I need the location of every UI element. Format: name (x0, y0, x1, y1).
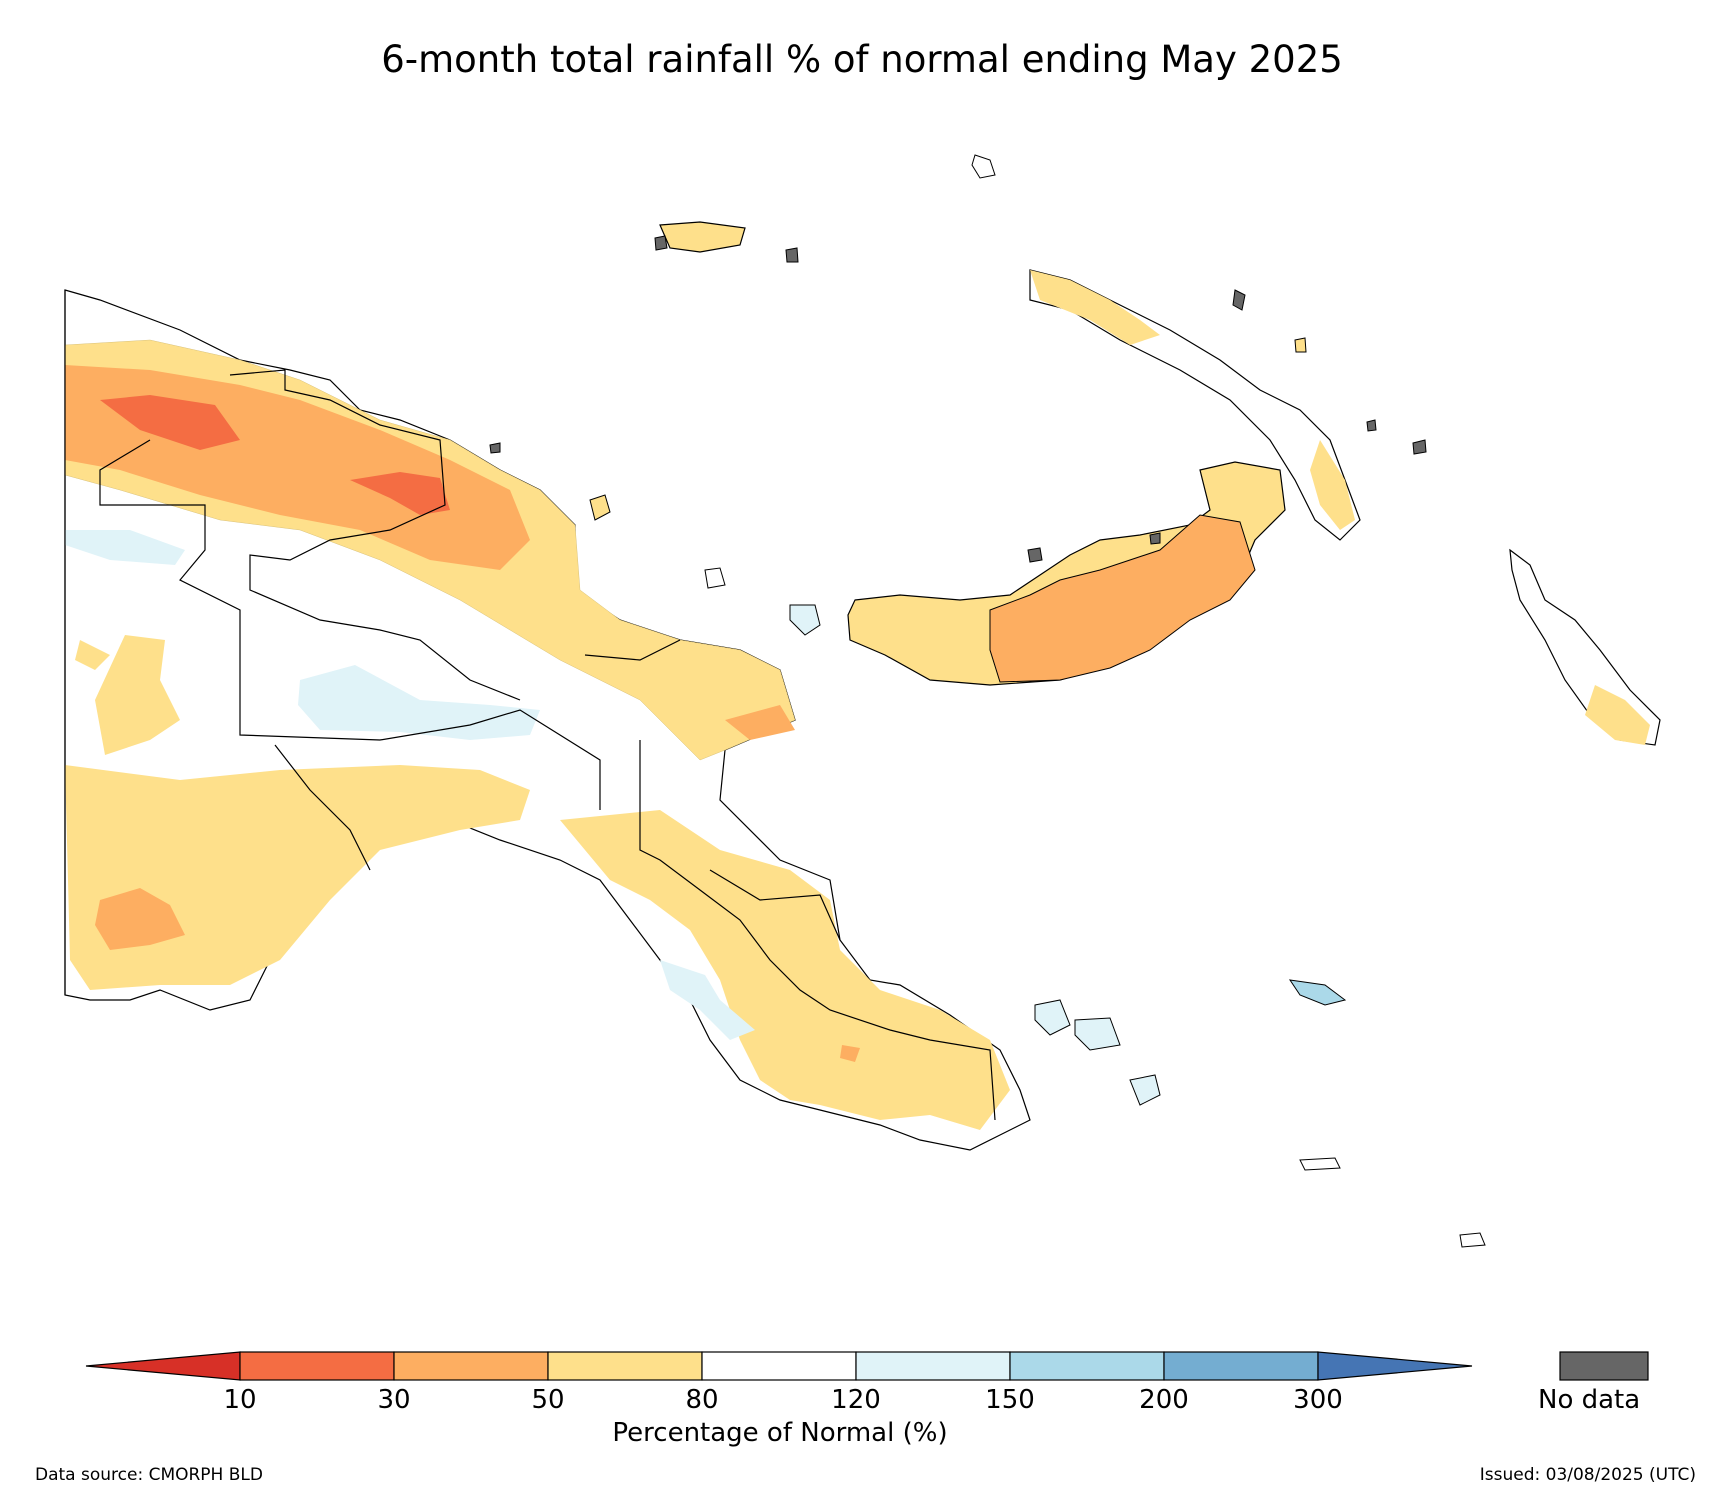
nodata-island-f (1149, 532, 1161, 545)
province-boundaries (99, 369, 996, 1121)
misima-island (1299, 1157, 1341, 1171)
rossel-island (1459, 1232, 1486, 1248)
region-10-30-north-a (100, 395, 240, 450)
colorbar-segment (239, 1351, 395, 1381)
umboi-island (789, 604, 821, 636)
nodata-label: No data (1538, 1385, 1641, 1415)
colorbar-segment (393, 1351, 549, 1381)
karkar-island (589, 494, 611, 521)
mainland-png (64, 289, 1031, 1151)
colorbar-tick-label: 300 (1293, 1385, 1343, 1415)
region-50-80-south (65, 765, 530, 990)
region-30-50-east-b (840, 1045, 860, 1062)
colorbar-tick-label: 120 (831, 1385, 881, 1415)
colorbar-segment (1009, 1351, 1165, 1381)
colorbar-label: Percentage of Normal (%) (612, 1418, 948, 1448)
nodata-island-e (1027, 547, 1043, 563)
bougainville-50-80 (1585, 685, 1650, 745)
region-120-150-southeast (660, 960, 755, 1040)
data-source: Data source: CMORPH BLD (35, 1465, 263, 1485)
region-30-50-east-a (725, 705, 795, 740)
region-50-80-west-patch2 (95, 635, 180, 755)
new-britain-outline (847, 461, 1286, 686)
colorbar-tick-label: 30 (377, 1385, 411, 1415)
dentrecasteaux-c (1129, 1074, 1161, 1106)
new-britain-30-50 (989, 514, 1256, 683)
nodata-island-b (1412, 439, 1427, 455)
small-island-umboi2 (704, 567, 726, 589)
dentrecasteaux-a (1034, 999, 1071, 1036)
nodata-island-a (1232, 289, 1246, 311)
colorbar-segment (547, 1351, 703, 1381)
region-30-50-south (95, 888, 185, 950)
colorbar-tick-label: 150 (985, 1385, 1035, 1415)
small-island-north (971, 154, 996, 179)
bougainville (1509, 548, 1661, 746)
nodata-swatch (1559, 1351, 1649, 1381)
dentrecasteaux-b (1074, 1017, 1121, 1051)
colorbar-extend-low (85, 1351, 241, 1381)
nodata-island-c (785, 247, 799, 263)
new-ireland-50-80-south (1310, 440, 1355, 530)
manus-island (659, 221, 746, 253)
new-ireland-50-80 (1030, 270, 1160, 345)
colorbar-tick-label: 200 (1139, 1385, 1189, 1415)
issued-date: Issued: 03/08/2025 (UTC) (1479, 1465, 1696, 1485)
region-50-80-east-tail (560, 810, 1010, 1130)
colorbar-extend-high (1317, 1351, 1473, 1381)
trobriand-island (1288, 979, 1347, 1006)
region-120-150-highlands (298, 665, 540, 740)
colorbar-segment (701, 1351, 857, 1381)
small-island-east (1294, 337, 1307, 353)
nodata-island-d (654, 235, 668, 251)
region-120-150-west (65, 530, 185, 565)
region-50-80-west-patch (75, 640, 110, 670)
colorbar-tick-label: 10 (223, 1385, 257, 1415)
colorbar (85, 1351, 1473, 1381)
region-10-30-north-b (350, 472, 450, 515)
colorbar-segment (855, 1351, 1011, 1381)
colorbar-segment (1163, 1351, 1319, 1381)
colorbar-tick-label: 80 (685, 1385, 719, 1415)
new-britain (847, 461, 1286, 686)
map-title: 6-month total rainfall % of normal endin… (381, 38, 1343, 81)
ferguson-nodata (1366, 419, 1377, 432)
nodata-island-g (489, 442, 501, 454)
colorbar-tick-label: 50 (531, 1385, 565, 1415)
